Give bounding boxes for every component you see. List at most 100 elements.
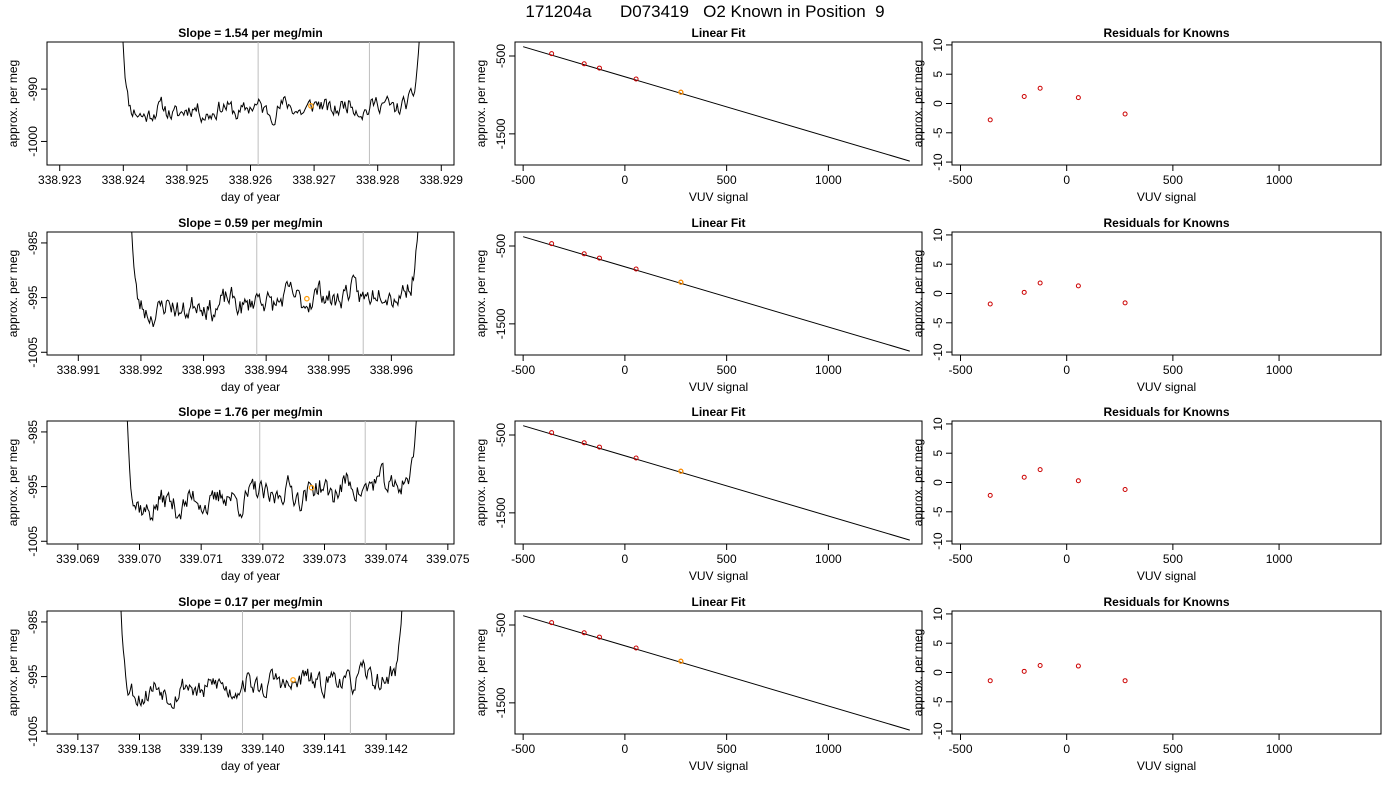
known-point: [633, 76, 639, 82]
panel-time-series-1: Slope = 1.54 per meg/min 338.923 338.924 33…: [6, 26, 463, 204]
residual-point: [1037, 662, 1043, 668]
sample-marker: [308, 103, 314, 109]
known-point: [549, 241, 555, 247]
x-axis-label: VUV signal: [689, 759, 748, 773]
residual-point: [1075, 478, 1081, 484]
x-tick-label: -500: [511, 363, 535, 377]
x-tick-label: -500: [948, 173, 972, 187]
known-point: [549, 430, 555, 436]
x-tick-label: -500: [511, 173, 535, 187]
plot-area: [126, 421, 417, 544]
residual-point: [1021, 289, 1027, 295]
data-trace: [120, 611, 403, 709]
x-tick-label: 0: [1063, 363, 1070, 377]
y-axis-label: approx. per meg: [6, 60, 20, 147]
y-tick-label: -995: [26, 474, 40, 498]
y-axis-label: approx. per meg: [6, 250, 20, 337]
x-tick-label: 338.925: [165, 173, 209, 187]
y-tick-label: -1005: [26, 716, 40, 747]
plot-frame: [514, 231, 923, 356]
panel-residuals-1: Residuals for Knowns -500 0 500 1000 10 5 0 -5 -1…: [911, 26, 1382, 204]
x-axis-label: day of year: [221, 759, 280, 773]
x-tick-label: 339.141: [303, 742, 347, 756]
residual-point: [1075, 95, 1081, 101]
known-point: [581, 630, 587, 636]
y-tick-label: -5: [931, 317, 945, 328]
x-tick-label: 338.927: [292, 173, 336, 187]
fit-line: [522, 236, 910, 352]
y-tick-label: -1500: [494, 497, 508, 528]
x-tick-label: 339.140: [241, 742, 285, 756]
x-tick-label: 339.069: [56, 552, 100, 566]
panel-residuals-3: Residuals for Knowns -500 0 500 1000 10 5 0 -5 -1…: [911, 405, 1382, 583]
y-tick-label: -5: [931, 696, 945, 707]
page-title: 171204a D073419 O2 Known in Position 9: [525, 2, 885, 21]
sample-point: [678, 468, 684, 474]
x-tick-label: 500: [717, 552, 737, 566]
x-tick-label: 339.070: [118, 552, 162, 566]
panel-title: Linear Fit: [691, 595, 745, 609]
y-tick-label: -10: [931, 153, 945, 171]
x-tick-label: 1000: [1266, 552, 1293, 566]
x-axis-label: day of year: [221, 569, 280, 583]
panel-time-series-3: Slope = 1.76 per meg/min 339.069 339.070 33…: [6, 405, 470, 583]
y-axis-label: approx. per meg: [6, 439, 20, 526]
known-point: [581, 440, 587, 446]
y-tick-label: -985: [26, 231, 40, 255]
x-tick-label: -500: [511, 742, 535, 756]
residual-point: [1122, 111, 1128, 117]
x-axis-label: VUV signal: [689, 380, 748, 394]
x-tick-label: 1000: [815, 552, 842, 566]
plot-frame: [951, 420, 1382, 545]
y-tick-label: -985: [26, 610, 40, 634]
x-axis-label: VUV signal: [1137, 759, 1196, 773]
data-trace: [126, 421, 417, 522]
x-tick-label: 338.991: [57, 363, 101, 377]
residual-point: [987, 678, 993, 684]
y-tick-label: 5: [931, 261, 945, 268]
x-tick-label: 0: [622, 552, 629, 566]
known-point: [633, 645, 639, 651]
sample-marker: [308, 484, 315, 491]
y-tick-label: -5: [931, 127, 945, 138]
plot-frame: [951, 610, 1382, 735]
plot-area: [987, 662, 1128, 684]
fit-line: [522, 46, 910, 162]
panel-title: Slope = 1.54 per meg/min: [178, 26, 322, 40]
y-tick-label: -1500: [494, 687, 508, 718]
y-axis-label: approx. per meg: [474, 60, 488, 147]
panel-title: Residuals for Knowns: [1103, 216, 1229, 230]
panel-residuals-4: Residuals for Knowns -500 0 500 1000 10 5 0 -5 -1…: [911, 595, 1382, 773]
y-axis-label: approx. per meg: [474, 629, 488, 716]
y-axis-label: approx. per meg: [911, 439, 925, 526]
fit-line: [522, 615, 910, 731]
x-tick-label: 1000: [1266, 742, 1293, 756]
x-tick-label: 338.995: [307, 363, 351, 377]
x-tick-label: -500: [948, 552, 972, 566]
x-tick-label: 1000: [815, 363, 842, 377]
y-tick-label: -995: [26, 285, 40, 309]
y-axis-label: approx. per meg: [911, 250, 925, 337]
known-point: [633, 266, 639, 272]
panel-linear-fit-2: Linear Fit -500 0 500 1000 -500 -1500 VUV signa…: [474, 216, 923, 394]
residual-point: [1122, 678, 1128, 684]
x-tick-label: 500: [1163, 552, 1183, 566]
data-trace: [131, 232, 419, 328]
x-tick-label: 339.139: [179, 742, 223, 756]
plot-frame: [951, 41, 1382, 166]
residual-point: [1021, 474, 1027, 480]
residual-point: [1037, 85, 1043, 91]
panel-title: Slope = 0.59 per meg/min: [178, 216, 322, 230]
x-axis-label: day of year: [221, 380, 280, 394]
panel-linear-fit-4: Linear Fit -500 0 500 1000 -500 -1500 VUV signa…: [474, 595, 923, 773]
known-point: [581, 61, 587, 67]
x-axis-label: VUV signal: [1137, 569, 1196, 583]
y-axis-label: approx. per meg: [474, 439, 488, 526]
x-tick-label: 338.924: [102, 173, 146, 187]
x-tick-label: 1000: [1266, 173, 1293, 187]
y-tick-label: 10: [931, 228, 945, 242]
residual-point: [987, 492, 993, 498]
y-tick-label: 5: [931, 450, 945, 457]
panel-title: Residuals for Knowns: [1103, 26, 1229, 40]
